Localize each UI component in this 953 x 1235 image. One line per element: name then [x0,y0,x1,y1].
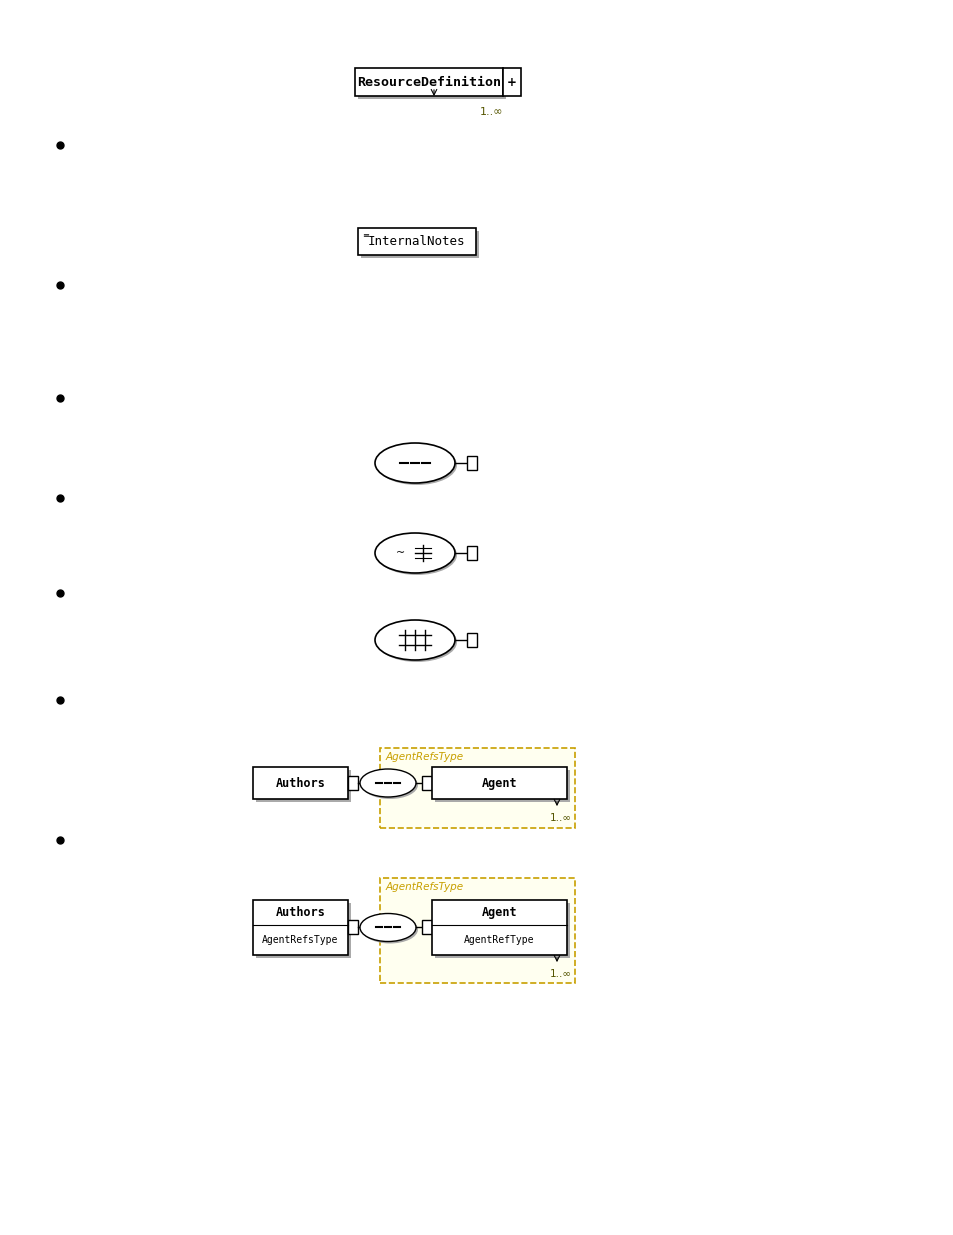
FancyBboxPatch shape [355,68,502,96]
FancyBboxPatch shape [379,748,575,827]
Text: +: + [507,75,517,89]
FancyBboxPatch shape [421,920,432,935]
Text: AgentRefType: AgentRefType [464,935,535,945]
Text: 1..∞: 1..∞ [550,969,572,979]
FancyBboxPatch shape [253,900,348,955]
FancyBboxPatch shape [255,769,351,802]
Text: Authors: Authors [275,905,325,919]
FancyBboxPatch shape [502,68,520,96]
Ellipse shape [376,535,456,576]
Text: ResourceDefinition: ResourceDefinition [356,75,500,89]
FancyBboxPatch shape [357,228,476,254]
Ellipse shape [361,915,417,944]
FancyBboxPatch shape [379,878,575,983]
FancyBboxPatch shape [435,903,569,958]
Text: Agent: Agent [481,905,517,919]
Text: ~: ~ [395,548,405,558]
FancyBboxPatch shape [421,776,432,790]
Ellipse shape [359,914,416,941]
Ellipse shape [375,443,455,483]
FancyBboxPatch shape [432,900,566,955]
Ellipse shape [361,771,417,799]
Text: AgentRefsType: AgentRefsType [262,935,338,945]
Text: Authors: Authors [275,777,325,789]
Ellipse shape [359,769,416,797]
Ellipse shape [375,534,455,573]
FancyBboxPatch shape [432,767,566,799]
Text: 1..∞: 1..∞ [479,107,503,117]
FancyBboxPatch shape [467,546,476,559]
FancyBboxPatch shape [348,776,357,790]
Text: 1..∞: 1..∞ [550,813,572,823]
Ellipse shape [376,622,456,662]
Text: AgentRefsType: AgentRefsType [386,882,464,892]
FancyBboxPatch shape [253,767,348,799]
FancyBboxPatch shape [467,634,476,647]
FancyBboxPatch shape [360,231,478,258]
FancyBboxPatch shape [255,903,351,958]
Text: Agent: Agent [481,777,517,789]
Text: InternalNotes: InternalNotes [368,235,465,248]
Text: AgentRefsType: AgentRefsType [386,752,464,762]
FancyBboxPatch shape [435,769,569,802]
FancyBboxPatch shape [467,456,476,471]
FancyBboxPatch shape [357,70,505,99]
Text: ≡: ≡ [361,231,369,240]
Ellipse shape [375,620,455,659]
Ellipse shape [376,445,456,485]
FancyBboxPatch shape [348,920,357,935]
